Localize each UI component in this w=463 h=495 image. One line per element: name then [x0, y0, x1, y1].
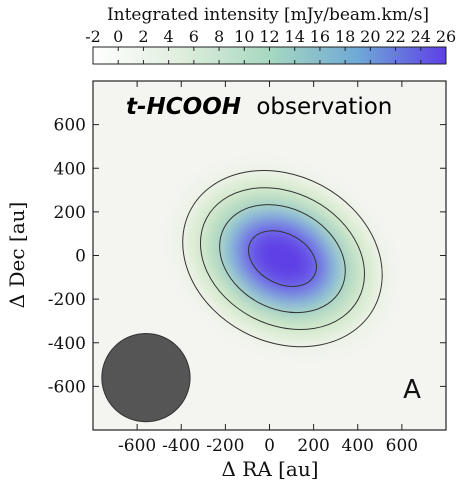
plot-title-molecule: t-HCOOH	[126, 94, 241, 120]
y-tick-label: -200	[48, 290, 86, 310]
plot-title: t-HCOOH observation	[126, 94, 392, 120]
x-tick-label: 0	[264, 436, 275, 456]
colorbar-ticks: -2 0 2 4 6 8 10 12 14 16 18 20 22 24 26	[85, 27, 456, 64]
y-tick-label: 200	[54, 203, 86, 223]
emission-level	[258, 238, 307, 279]
colorbar-tick-label: 12	[259, 27, 279, 46]
x-tick-label: 400	[342, 436, 374, 456]
y-axis-label: Δ Dec [au]	[5, 202, 29, 309]
x-axis-label: Δ RA [au]	[221, 457, 318, 481]
contour-line	[248, 230, 317, 287]
y-axis-ticks: 600 400 200 0 -200 -400 -600	[48, 116, 446, 397]
colorbar-tick-label: 10	[234, 27, 254, 46]
plot-title-rest: observation	[256, 94, 392, 120]
y-tick-label: 600	[54, 116, 86, 136]
colorbar-tick-label: 16	[310, 27, 330, 46]
colorbar-tick-label: 8	[214, 27, 224, 46]
contour-line	[182, 170, 383, 348]
y-tick-label: 400	[54, 159, 86, 179]
colorbar-tick-label: 18	[335, 27, 355, 46]
contour-line	[199, 187, 365, 331]
colorbar-tick-label: 2	[138, 27, 148, 46]
emission-heatmap	[170, 161, 395, 356]
colorbar-tick-label: 22	[385, 27, 405, 46]
x-tick-label: -400	[162, 436, 200, 456]
x-tick-label: 200	[297, 436, 329, 456]
colorbar-tick-label: 24	[411, 27, 431, 46]
y-tick-label: -600	[48, 377, 86, 397]
x-tick-label: -600	[118, 436, 156, 456]
colorbar-tick-label: 14	[285, 27, 305, 46]
panel-label: A	[403, 375, 421, 405]
colorbar-tick-label: 4	[164, 27, 174, 46]
contour-line	[219, 204, 346, 314]
colorbar-label: Integrated intensity [mJy/beam.km/s]	[107, 5, 429, 25]
y-tick-label: -400	[48, 334, 86, 354]
colorbar-tick-label: 0	[113, 27, 123, 46]
x-axis-ticks: -600 -400 -200 0 200 400 600	[118, 81, 418, 456]
y-tick-label: 0	[75, 247, 86, 267]
emission-contours	[182, 170, 383, 348]
colorbar-tick-label: 20	[360, 27, 380, 46]
beam-ellipse	[101, 333, 191, 423]
x-tick-label: 600	[386, 436, 418, 456]
colorbar-tick-label: -2	[85, 27, 101, 46]
x-tick-label: -200	[206, 436, 244, 456]
colorbar-tick-label: 6	[189, 27, 199, 46]
colorbar-tick-label: 26	[436, 27, 456, 46]
